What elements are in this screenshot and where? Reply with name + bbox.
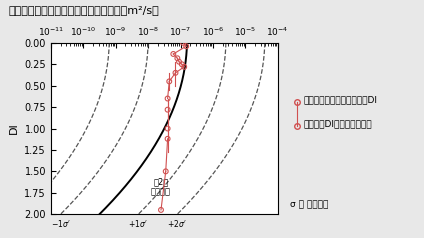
- Text: 図2の
近似曲線: 図2の 近似曲線: [151, 177, 171, 197]
- Point: [172, 71, 179, 75]
- Point: [183, 44, 190, 48]
- Point: [180, 41, 187, 45]
- Point: [164, 127, 171, 130]
- Text: （バーはDIの誤差を示す）: （バーはDIの誤差を示す）: [303, 119, 372, 128]
- Point: [179, 62, 185, 66]
- Point: [162, 169, 169, 173]
- Point: [164, 97, 171, 100]
- Point: [170, 52, 177, 56]
- Text: $+1\sigma'$: $+1\sigma'$: [128, 218, 148, 229]
- Text: 試験中の割れ目の透水性とDI: 試験中の割れ目の透水性とDI: [303, 95, 377, 104]
- Point: [181, 65, 187, 69]
- Text: σ ＝ 標準誤差: σ ＝ 標準誤差: [290, 200, 329, 209]
- Point: [164, 137, 171, 141]
- Y-axis label: DI: DI: [9, 123, 19, 134]
- Text: $-1\sigma'$: $-1\sigma'$: [50, 218, 70, 229]
- Text: $+2\sigma'$: $+2\sigma'$: [167, 218, 187, 229]
- Point: [164, 108, 171, 112]
- Point: [166, 79, 173, 83]
- Point: [176, 60, 182, 64]
- Text: 地下水の主要な水みち割れ目の透水性（m²/s）: 地下水の主要な水みち割れ目の透水性（m²/s）: [8, 5, 159, 15]
- Point: [174, 56, 181, 60]
- Point: [158, 208, 165, 212]
